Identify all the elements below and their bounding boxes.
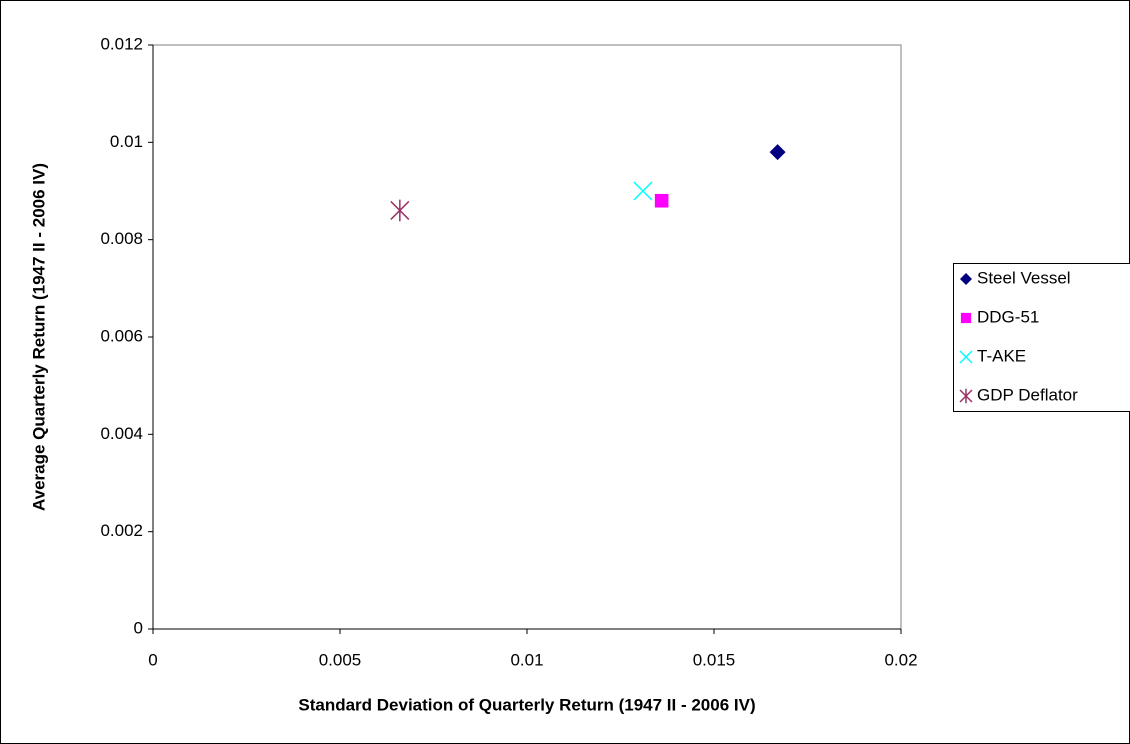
legend-marker — [959, 350, 973, 364]
x-axis-title: Standard Deviation of Quarterly Return (… — [298, 695, 755, 714]
point — [390, 199, 410, 222]
x-tick-label: 0.02 — [884, 650, 917, 669]
legend-marker — [960, 273, 972, 285]
legend — [953, 263, 1130, 412]
legend-label: DDG-51 — [977, 307, 1039, 326]
legend-label: GDP Deflator — [977, 385, 1078, 404]
x-tick-label: 0 — [148, 650, 157, 669]
y-tick-label: 0 — [134, 618, 143, 637]
x-tick-label: 0.015 — [693, 650, 736, 669]
point — [654, 193, 669, 208]
legend-label: Steel Vessel — [977, 268, 1071, 287]
y-tick-label: 0.008 — [100, 229, 143, 248]
y-tick-label: 0.002 — [100, 521, 143, 540]
legend-marker — [959, 388, 973, 404]
y-tick-label: 0.004 — [100, 424, 143, 443]
legend-marker — [960, 312, 972, 324]
y-tick-label: 0.012 — [100, 34, 143, 53]
y-axis-title: Average Quarterly Return (1947 II - 2006… — [29, 163, 48, 511]
plot-area — [152, 44, 902, 630]
x-tick-label: 0.01 — [510, 650, 543, 669]
y-tick-label: 0.006 — [100, 326, 143, 345]
legend-label: T-AKE — [977, 346, 1026, 365]
point — [633, 181, 653, 201]
point — [769, 144, 786, 161]
x-tick-label: 0.005 — [319, 650, 362, 669]
y-tick-label: 0.01 — [110, 132, 143, 151]
